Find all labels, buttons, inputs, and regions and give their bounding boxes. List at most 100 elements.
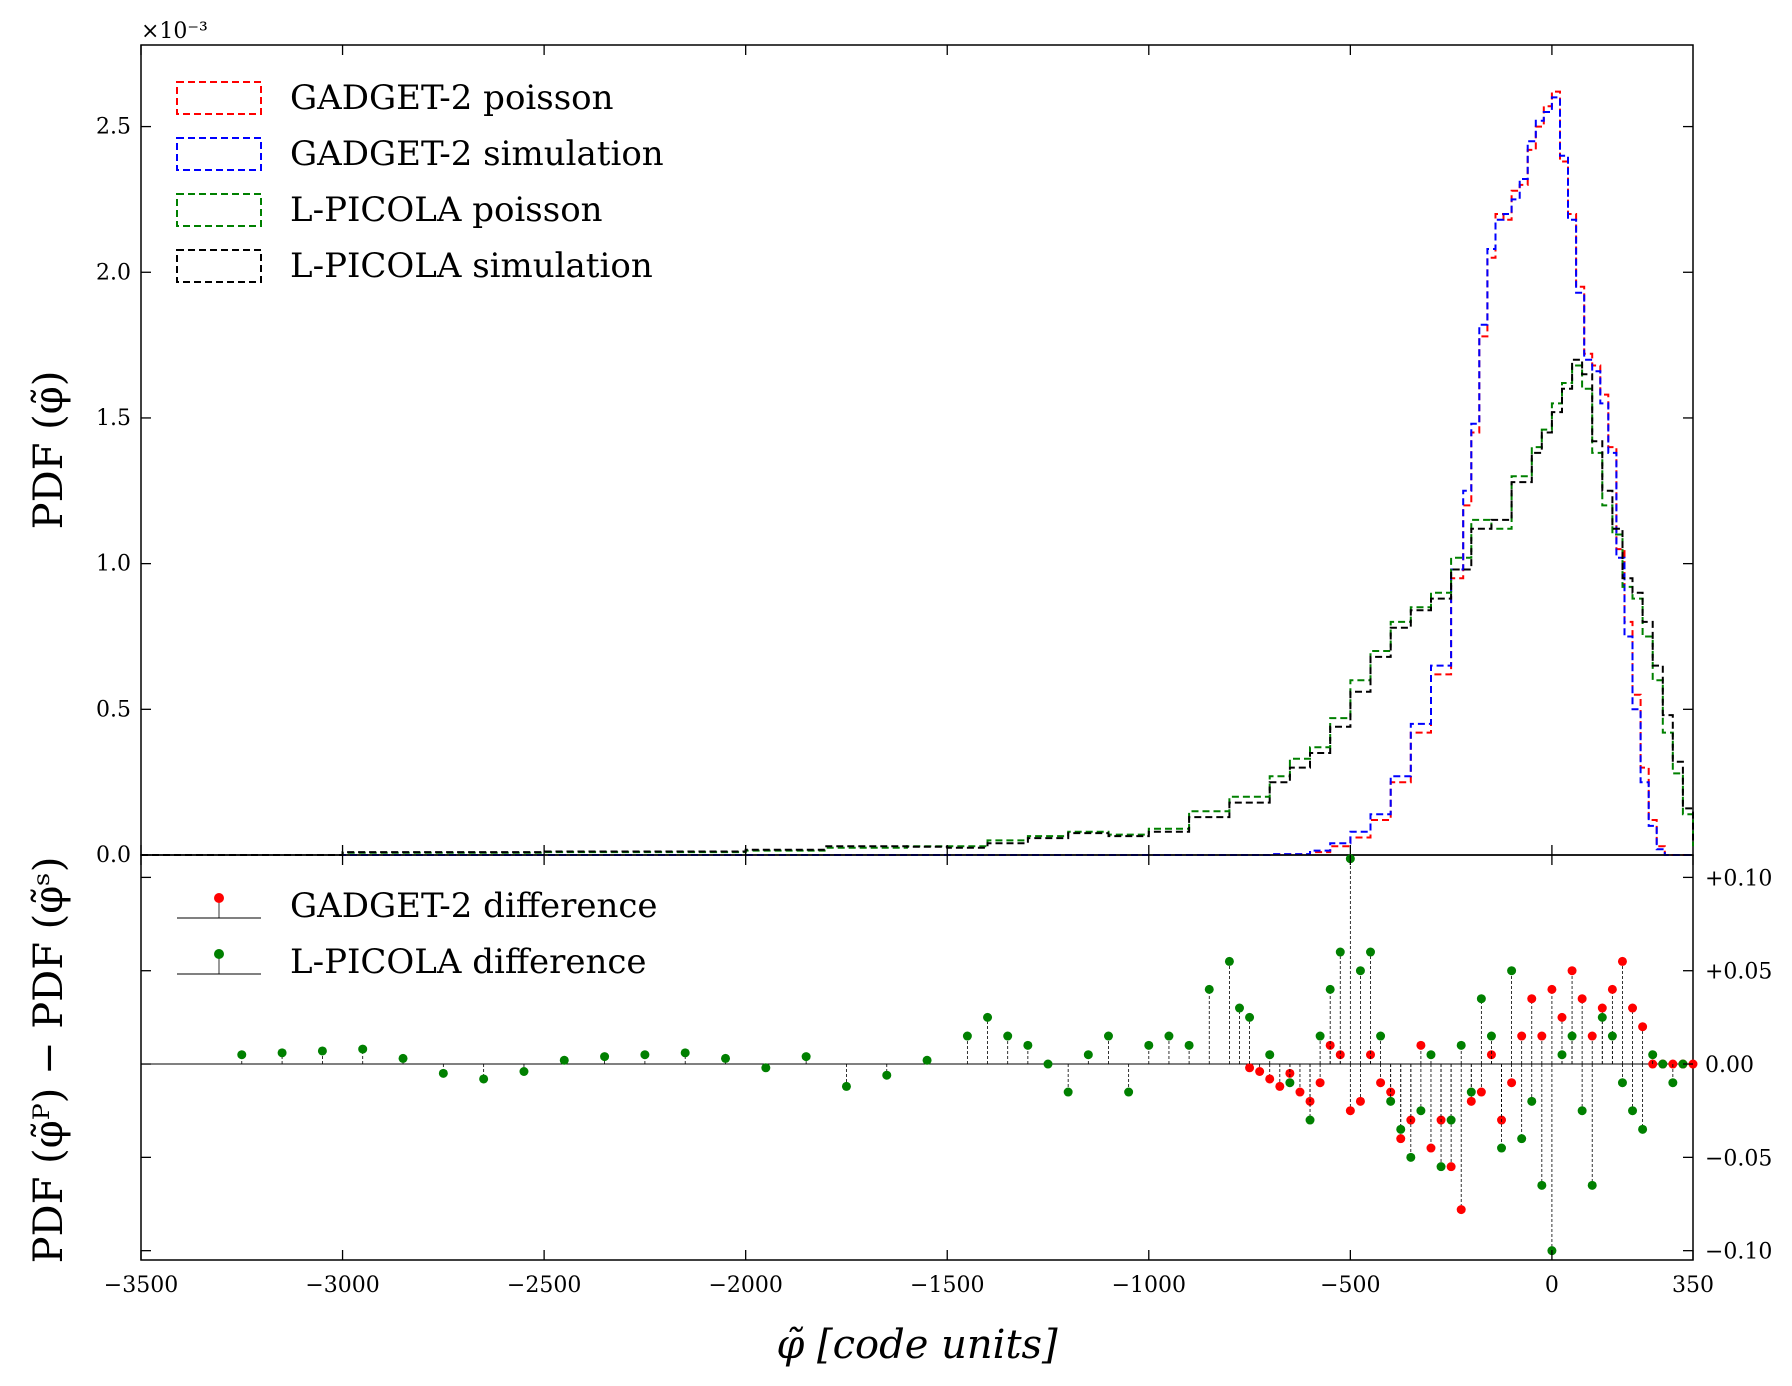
difference-point-1-0 — [237, 1050, 247, 1060]
difference-point-1-12 — [721, 1053, 731, 1063]
pdf-panel: 0.0 0.5 1.0 1.5 2.0 2.5 ×10⁻³ PDF (φ̃) GADGET… — [26, 19, 1694, 868]
x-tick-label-2: −2500 — [507, 1273, 581, 1298]
difference-point-1-1 — [277, 1048, 287, 1058]
difference-point-0-39 — [1638, 1022, 1648, 1032]
difference-point-1-30 — [1204, 984, 1214, 994]
pdf-series-line-3 — [141, 358, 1694, 856]
difference-point-1-36 — [1305, 1115, 1315, 1125]
difference-y-tick-label-2: 0.00 — [1705, 1053, 1754, 1078]
difference-axis-ticks: −3500 −3000 −2500 −2000 −1500 −1000 −500 0 350 +0… — [104, 855, 1772, 1298]
difference-point-1-69 — [1638, 1124, 1648, 1134]
difference-point-0-21 — [1456, 1205, 1466, 1215]
difference-point-0-3 — [1275, 1081, 1285, 1091]
difference-point-1-10 — [640, 1050, 650, 1060]
difference-point-1-2 — [317, 1046, 327, 1056]
pdf-series-line-1 — [141, 96, 1693, 856]
difference-point-1-18 — [962, 1031, 972, 1041]
pdf-y-tick-label-0: 0.0 — [96, 843, 131, 868]
difference-point-1-67 — [1617, 1078, 1627, 1088]
difference-point-0-9 — [1335, 1050, 1345, 1060]
difference-panel-frame — [140, 854, 1694, 1261]
difference-point-0-28 — [1527, 994, 1537, 1004]
difference-legend-marker-1 — [214, 949, 224, 959]
difference-point-0-8 — [1325, 1040, 1335, 1050]
pdf-legend-swatch-3 — [176, 249, 262, 283]
difference-point-1-57 — [1517, 1134, 1527, 1144]
x-axis-label: φ̃ [code units] — [776, 1322, 1058, 1368]
difference-point-0-29 — [1537, 1031, 1547, 1041]
difference-legend-label-1: L-PICOLA difference — [290, 942, 647, 982]
difference-point-0-30 — [1547, 984, 1557, 994]
difference-point-1-9 — [600, 1052, 610, 1062]
difference-point-1-72 — [1668, 1078, 1678, 1088]
pdf-legend-label-0: GADGET-2 poisson — [290, 78, 614, 118]
difference-point-0-2 — [1265, 1074, 1275, 1084]
difference-point-0-23 — [1476, 1087, 1486, 1097]
x-tick-label-3: −2000 — [708, 1273, 782, 1298]
x-tick-label-5: −1000 — [1112, 1273, 1186, 1298]
difference-panel: −3500 −3000 −2500 −2000 −1500 −1000 −500 0 350 +0… — [26, 854, 1772, 1368]
difference-point-1-26 — [1124, 1087, 1134, 1097]
difference-point-1-61 — [1557, 1050, 1567, 1060]
pdf-legend-label-3: L-PICOLA simulation — [290, 246, 653, 286]
difference-y-axis-label: PDF (φ̃ᴾ) − PDF (φ̃ˢ) — [26, 857, 72, 1264]
difference-point-1-33 — [1245, 1012, 1255, 1022]
pdf-legend-swatch-1 — [176, 137, 262, 171]
pdf-y-tick-label-5: 2.5 — [96, 115, 131, 140]
difference-point-1-3 — [358, 1044, 368, 1054]
difference-point-0-18 — [1426, 1143, 1436, 1153]
y-scale-factor: ×10⁻³ — [141, 19, 208, 44]
difference-point-1-35 — [1285, 1078, 1295, 1088]
difference-point-0-1 — [1255, 1066, 1265, 1076]
difference-point-1-28 — [1164, 1031, 1174, 1041]
difference-point-1-45 — [1396, 1124, 1406, 1134]
difference-point-1-55 — [1497, 1143, 1507, 1153]
difference-point-1-38 — [1325, 984, 1335, 994]
x-tick-label-4: −1500 — [910, 1273, 984, 1298]
difference-point-1-24 — [1083, 1050, 1093, 1060]
difference-point-1-11 — [680, 1048, 690, 1058]
difference-point-1-62 — [1567, 1031, 1577, 1041]
pdf-legend-label-1: GADGET-2 simulation — [290, 134, 664, 174]
difference-legend-marker-0 — [214, 893, 224, 903]
x-tick-label-7: 0 — [1545, 1273, 1559, 1298]
difference-point-0-32 — [1567, 966, 1577, 976]
x-tick-label-1: −3000 — [305, 1273, 379, 1298]
difference-point-1-70 — [1648, 1050, 1658, 1060]
difference-point-1-59 — [1537, 1180, 1547, 1190]
pdf-y-tick-label-2: 1.0 — [96, 552, 131, 577]
difference-point-1-13 — [761, 1063, 771, 1073]
pdf-legend-swatch-0 — [176, 81, 262, 115]
difference-point-1-51 — [1456, 1040, 1466, 1050]
difference-y-tick-label-4: −0.10 — [1705, 1240, 1772, 1265]
difference-point-0-11 — [1355, 1096, 1365, 1106]
difference-point-1-56 — [1507, 966, 1517, 976]
difference-point-0-31 — [1557, 1012, 1567, 1022]
difference-point-1-17 — [922, 1055, 932, 1065]
difference-point-1-42 — [1366, 947, 1376, 957]
difference-point-1-39 — [1335, 947, 1345, 957]
difference-y-tick-label-3: −0.05 — [1705, 1146, 1772, 1171]
difference-point-0-20 — [1446, 1162, 1456, 1172]
difference-point-1-32 — [1234, 1003, 1244, 1013]
x-tick-label-8: 350 — [1672, 1273, 1714, 1298]
difference-point-1-16 — [882, 1070, 892, 1080]
difference-point-1-15 — [841, 1081, 851, 1091]
difference-point-1-49 — [1436, 1162, 1446, 1172]
difference-point-1-71 — [1658, 1059, 1668, 1069]
difference-point-0-35 — [1597, 1003, 1607, 1013]
difference-point-1-8 — [559, 1055, 569, 1065]
x-tick-label-0: −3500 — [104, 1273, 178, 1298]
difference-point-1-63 — [1577, 1106, 1587, 1116]
difference-point-1-73 — [1678, 1059, 1688, 1069]
difference-point-1-23 — [1063, 1087, 1073, 1097]
difference-point-1-4 — [398, 1053, 408, 1063]
difference-point-1-7 — [519, 1066, 529, 1076]
difference-point-0-27 — [1517, 1031, 1527, 1041]
difference-point-0-17 — [1416, 1040, 1426, 1050]
difference-point-0-36 — [1607, 984, 1617, 994]
difference-point-1-52 — [1466, 1087, 1476, 1097]
difference-point-1-64 — [1587, 1180, 1597, 1190]
x-tick-label-6: −500 — [1320, 1273, 1380, 1298]
